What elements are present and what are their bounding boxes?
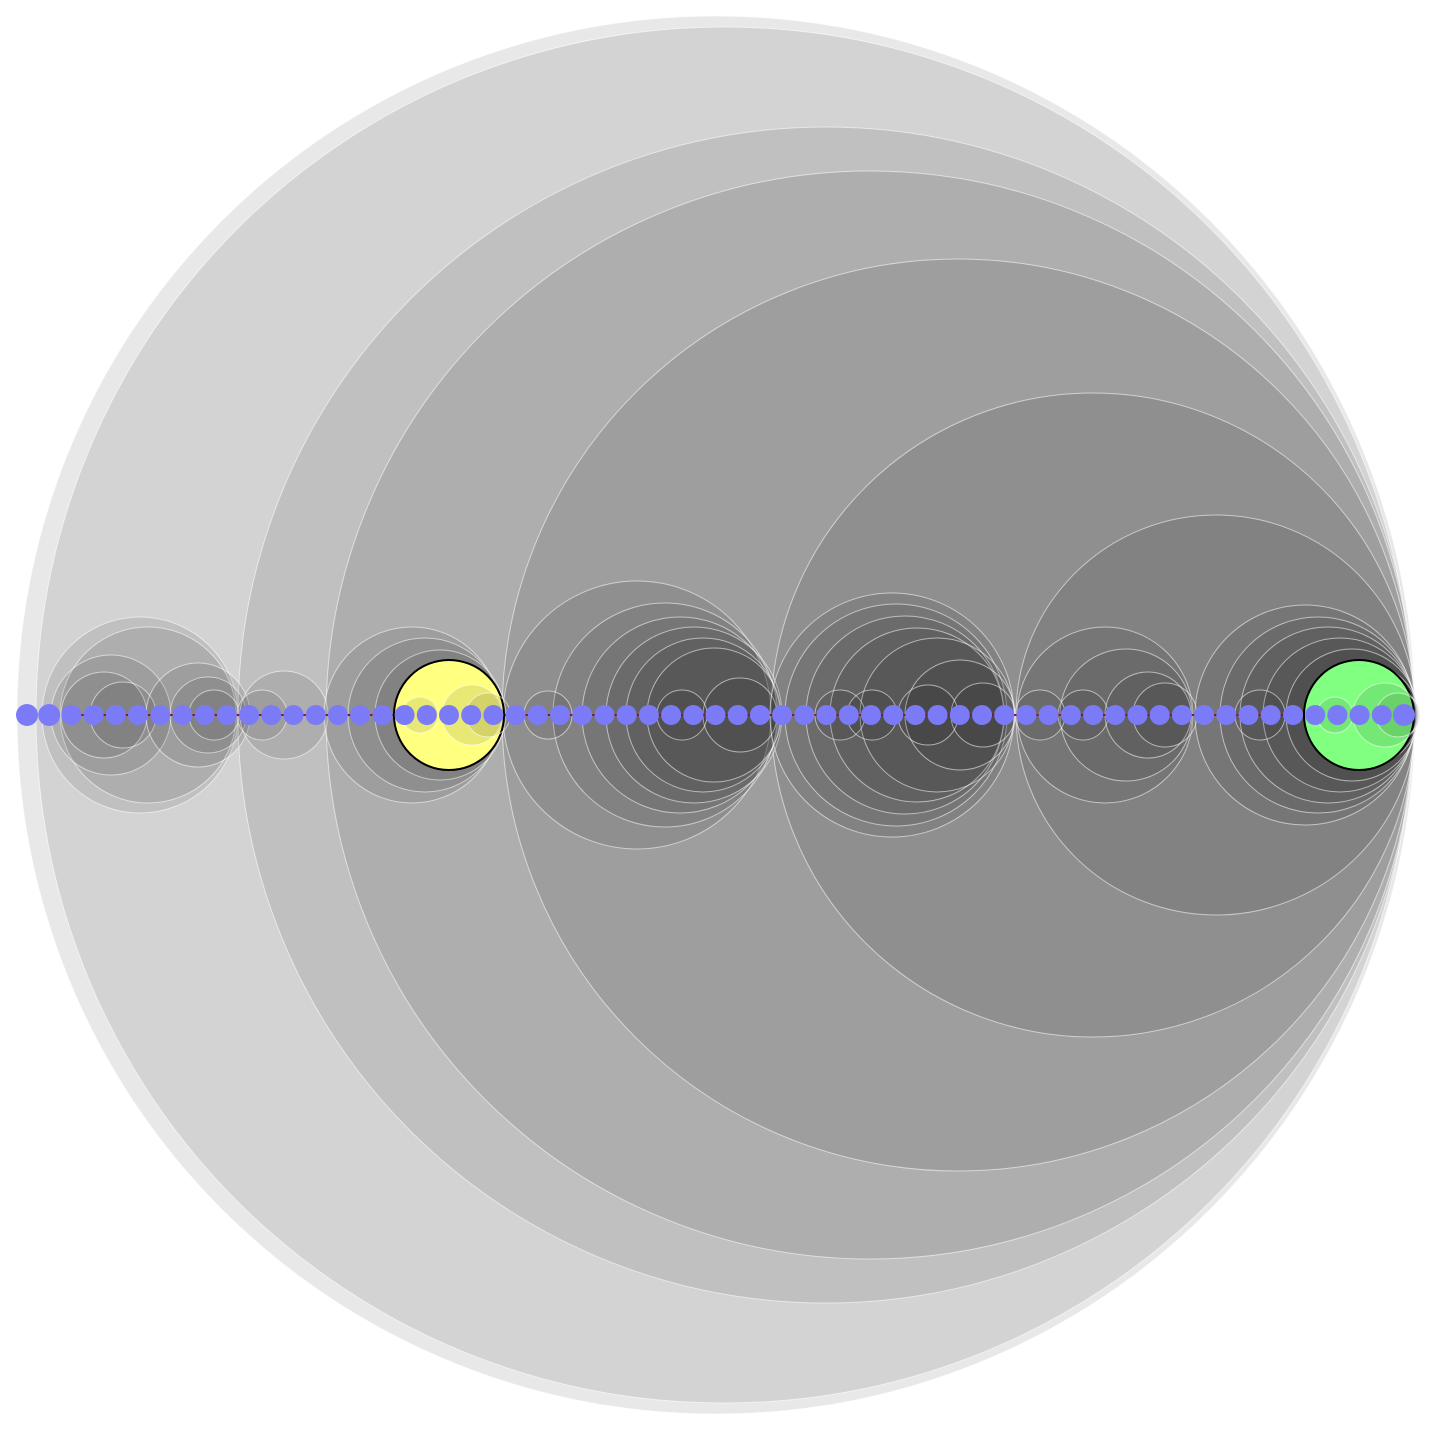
node-dot bbox=[994, 705, 1015, 725]
node-dot bbox=[749, 705, 770, 725]
node-dot bbox=[1260, 705, 1281, 725]
node-dot bbox=[705, 705, 726, 725]
node-dot bbox=[505, 705, 526, 725]
node-dot bbox=[483, 705, 504, 725]
node-dot bbox=[1327, 705, 1348, 725]
node-dot bbox=[1393, 704, 1415, 726]
node-dot bbox=[616, 705, 637, 725]
node-dot bbox=[572, 705, 593, 725]
node-dot bbox=[1105, 705, 1126, 725]
node-dot bbox=[305, 705, 326, 725]
node-dot bbox=[372, 705, 393, 725]
node-dot bbox=[861, 705, 881, 725]
node-dot bbox=[83, 705, 104, 725]
node-dot bbox=[194, 705, 215, 725]
node-dot bbox=[61, 705, 82, 725]
node-dot bbox=[1283, 705, 1303, 725]
node-dot bbox=[16, 704, 38, 726]
node-dot bbox=[1016, 705, 1037, 725]
node-dot bbox=[439, 705, 459, 725]
node-dot bbox=[772, 705, 793, 725]
node-group bbox=[16, 704, 1415, 726]
node-dot bbox=[327, 705, 348, 725]
node-dot bbox=[1083, 705, 1104, 725]
node-dot bbox=[394, 705, 415, 725]
node-dot bbox=[527, 705, 548, 725]
node-dot bbox=[949, 705, 970, 725]
node-dot bbox=[1038, 705, 1059, 725]
node-dot bbox=[1371, 705, 1392, 725]
node-dot bbox=[216, 705, 237, 725]
node-dot bbox=[838, 705, 859, 725]
node-dot bbox=[883, 705, 904, 725]
node-dot bbox=[794, 705, 815, 725]
node-dot bbox=[816, 705, 837, 725]
node-dot bbox=[416, 705, 437, 725]
node-dot bbox=[1305, 705, 1326, 725]
node-dot bbox=[1194, 705, 1215, 725]
node-dot bbox=[1060, 705, 1081, 725]
node-dot bbox=[1171, 705, 1192, 725]
node-dot bbox=[461, 705, 482, 725]
node-dot bbox=[1127, 705, 1148, 725]
node-dot bbox=[1216, 705, 1237, 725]
node-dot bbox=[128, 705, 148, 725]
node-dot bbox=[172, 705, 193, 725]
node-dot bbox=[727, 705, 748, 725]
node-dot bbox=[927, 705, 948, 725]
node-dot bbox=[1238, 705, 1259, 725]
node-dot bbox=[661, 705, 682, 725]
node-dot bbox=[594, 705, 615, 725]
node-dot bbox=[283, 705, 304, 725]
node-dot bbox=[239, 705, 260, 725]
node-dot bbox=[972, 705, 992, 725]
node-dot bbox=[38, 704, 61, 726]
node-dot bbox=[1349, 705, 1370, 725]
node-dot bbox=[638, 705, 659, 725]
node-dot bbox=[261, 705, 282, 725]
node-dot bbox=[905, 705, 926, 725]
node-dot bbox=[1149, 705, 1170, 725]
node-dot bbox=[150, 705, 171, 725]
node-dot bbox=[550, 705, 570, 725]
node-dot bbox=[105, 705, 126, 725]
node-dot bbox=[683, 705, 704, 725]
node-dot bbox=[350, 705, 371, 725]
